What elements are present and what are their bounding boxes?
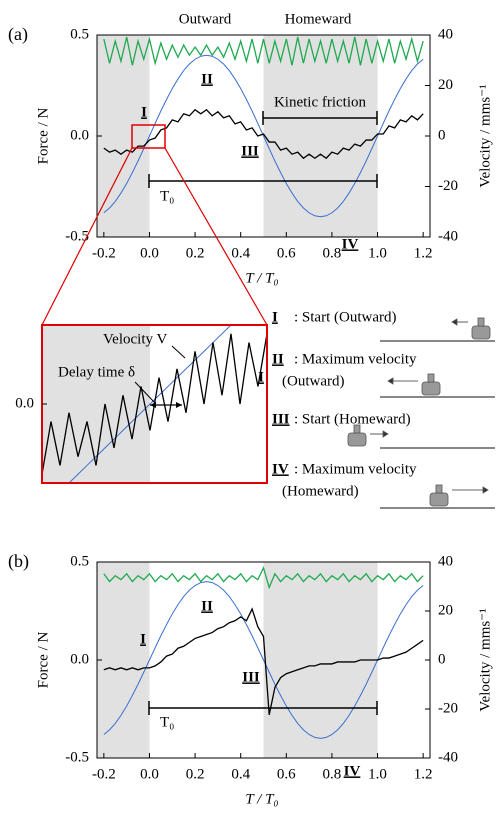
note-numeral: I [272, 309, 278, 325]
pointer [134, 381, 156, 404]
annotation: Velocity V [103, 331, 167, 347]
shaded-region [263, 35, 378, 237]
annotation: T₀ [160, 188, 174, 204]
note-numeral: II [272, 351, 284, 367]
y2-axis-label: Velocity / mms⁻¹ [477, 84, 493, 187]
zoom-line [164, 147, 268, 326]
annotation: Homeward [285, 11, 352, 27]
annotation: T₀ [160, 714, 174, 730]
x-tick-label: 0.0 [140, 766, 159, 782]
y-tick-label: 0.0 [15, 395, 34, 411]
note-text: : Maximum velocity [294, 351, 417, 367]
x-tick-label: 0.8 [323, 245, 342, 261]
pointer [171, 345, 186, 359]
shaded-region [97, 562, 150, 758]
x-tick-label: -0.2 [92, 245, 116, 261]
plot-area [42, 325, 267, 483]
x-tick-label: 0.0 [140, 245, 159, 261]
note-numeral: III [272, 411, 290, 427]
y2-tick-label: -20 [438, 700, 458, 716]
series-line [68, 325, 232, 483]
shaded-region [97, 35, 150, 237]
phase-marker: II [201, 71, 213, 87]
x-tick-label: 0.8 [323, 766, 342, 782]
y-tick-label: 0.0 [70, 127, 89, 143]
x-tick-label: 0.2 [186, 245, 205, 261]
note-numeral: IV [272, 461, 289, 477]
x-tick-label: 0.4 [231, 245, 250, 261]
phase-marker: IV [344, 763, 361, 779]
series-line [103, 36, 424, 66]
annotation: I [258, 369, 264, 385]
x-tick-label: 1.0 [368, 766, 387, 782]
y2-tick-label: 40 [438, 26, 453, 42]
x-tick-label: 0.6 [277, 766, 296, 782]
y2-tick-label: -20 [438, 178, 458, 194]
y-tick-label: 0.0 [70, 651, 89, 667]
phase-marker: IV [342, 236, 359, 252]
x-tick-label: 0.2 [186, 766, 205, 782]
y2-tick-label: 0 [438, 127, 446, 143]
panel-label: (a) [8, 24, 28, 45]
x-axis-label: T / T₀ [245, 791, 278, 807]
zoom-box [131, 124, 166, 149]
x-tick-label: 1.2 [414, 245, 433, 261]
x-tick-label: 0.6 [277, 245, 296, 261]
phase-marker: III [242, 669, 260, 685]
y-tick-label: -0.5 [65, 228, 89, 244]
x-tick-label: -0.2 [92, 766, 116, 782]
y-tick-label: 0.5 [70, 26, 89, 42]
annotation: Kinetic friction [274, 94, 367, 110]
note-text: : Start (Homeward) [294, 411, 411, 427]
y2-tick-label: -40 [438, 228, 458, 244]
series-line [103, 108, 424, 160]
phase-marker: I [141, 104, 147, 120]
plot-area [97, 35, 424, 237]
cart-illustrations [347, 317, 495, 509]
note-text: (Homeward) [282, 483, 359, 499]
panel-label: (b) [8, 551, 29, 572]
phase-marker: III [241, 143, 259, 159]
y2-tick-label: -40 [438, 749, 458, 765]
phase-marker: II [201, 598, 213, 614]
plot-area [97, 562, 424, 758]
note-text: (Outward) [282, 373, 344, 389]
y-tick-label: 0.5 [70, 553, 89, 569]
x-axis-label: T / T₀ [245, 270, 278, 286]
y2-tick-label: 20 [438, 77, 453, 93]
zoom-line [41, 147, 133, 326]
series-line [103, 581, 424, 739]
y-tick-label: -0.5 [65, 749, 89, 765]
y2-axis-label: Velocity / mms⁻¹ [477, 608, 493, 711]
y-axis-label: Force / N [35, 108, 51, 165]
annotation: Delay time δ [58, 364, 135, 380]
y-axis-label: Force / N [35, 632, 51, 689]
annotation: Outward [179, 11, 232, 27]
x-tick-label: 1.0 [368, 245, 387, 261]
phase-marker: I [140, 631, 146, 647]
y2-tick-label: 0 [438, 651, 446, 667]
x-tick-label: 1.2 [414, 766, 433, 782]
note-text: : Start (Outward) [294, 309, 396, 325]
series-line [103, 566, 424, 590]
y2-tick-label: 40 [438, 553, 453, 569]
x-tick-label: 0.4 [231, 766, 250, 782]
note-text: : Maximum velocity [294, 461, 417, 477]
series-line [103, 54, 424, 218]
series-line [103, 607, 424, 716]
y2-tick-label: 20 [438, 602, 453, 618]
